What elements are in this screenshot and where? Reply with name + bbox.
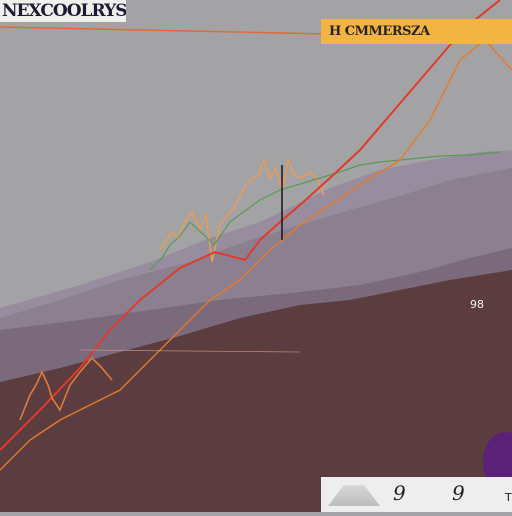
- legend-box: 9 9 T: [321, 477, 512, 512]
- ground-rule: [79, 349, 301, 353]
- series-orange-line: [0, 39, 512, 471]
- corner-label: 98: [470, 298, 484, 311]
- chart-banner: H CMMERSZA: [321, 19, 512, 44]
- legend-value-1: 9: [393, 481, 406, 505]
- series-red-line: [0, 0, 501, 451]
- accent-glow: [483, 432, 512, 492]
- legend-value-2: 9: [452, 481, 465, 505]
- legend-swatch: [328, 485, 380, 506]
- chart-title: NEXCOOLRYS: [0, 0, 126, 22]
- area-ground: [0, 270, 512, 512]
- guide-line: [0, 26, 331, 35]
- series-peaks-orange: [159, 157, 325, 263]
- series-orange-flare: [19, 356, 113, 421]
- legend-unit: T: [505, 491, 512, 504]
- series-peaks-green: [149, 151, 501, 271]
